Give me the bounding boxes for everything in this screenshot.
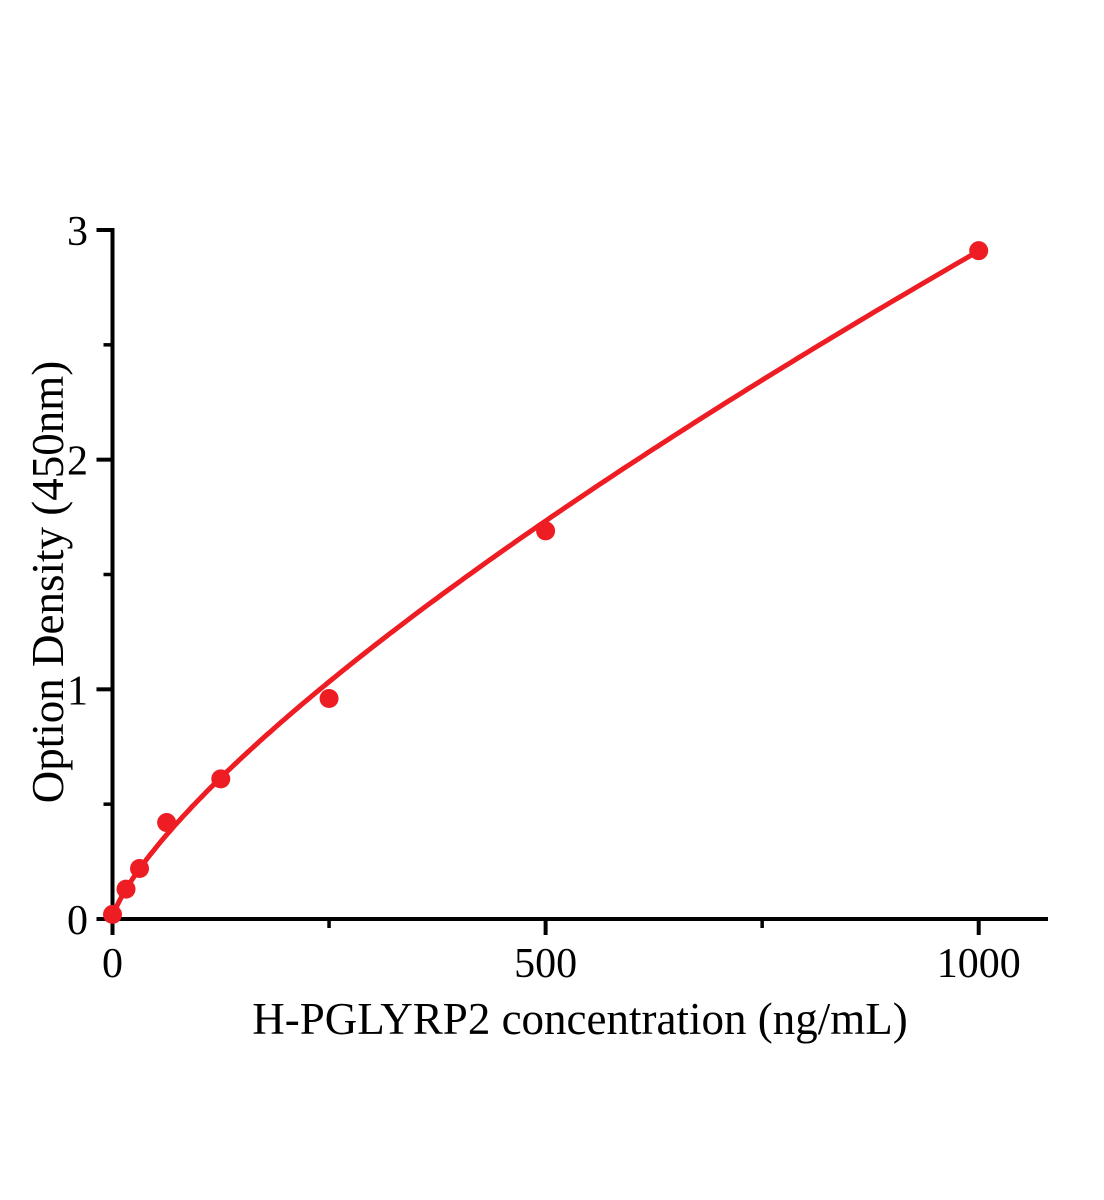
y-tick-label: 0 [67, 898, 88, 944]
data-point-marker [130, 858, 150, 878]
data-point-marker [969, 241, 989, 261]
data-point-marker [103, 904, 122, 924]
y-tick-label: 2 [67, 439, 88, 485]
x-axis-title: H-PGLYRP2 concentration (ng/mL) [252, 994, 908, 1044]
data-point-marker [211, 769, 231, 789]
x-tick-label: 0 [102, 941, 123, 987]
y-tick-label: 1 [67, 668, 88, 714]
data-point-marker [319, 689, 339, 709]
x-tick-label: 1000 [937, 941, 1021, 987]
data-point-marker [536, 521, 556, 541]
fit-curve [110, 248, 982, 922]
x-tick-label: 500 [514, 941, 577, 987]
data-point-marker [157, 813, 177, 833]
y-axis-title: Option Density (450nm) [23, 360, 73, 804]
data-point-marker [116, 879, 136, 899]
y-tick-label: 3 [67, 209, 88, 255]
